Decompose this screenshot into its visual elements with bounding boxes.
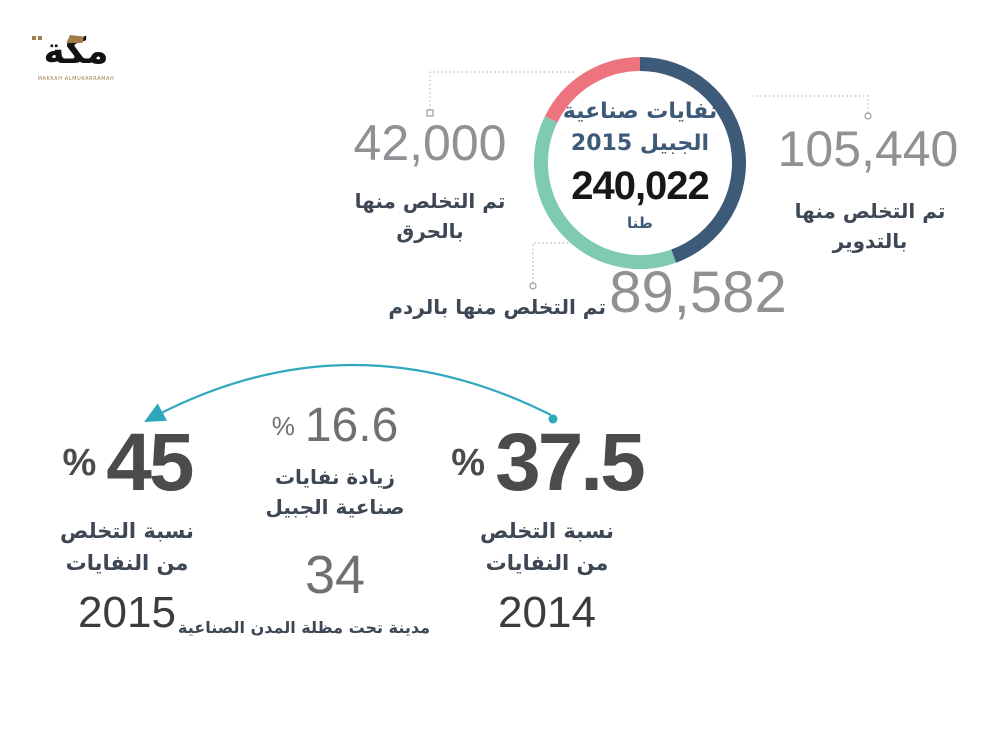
stat-2015-percent-row: % 45 <box>32 422 222 504</box>
stat-2014-label: نسبة التخلص من النفايات <box>452 516 642 579</box>
donut-title-line2: الجبيل 2015 <box>570 130 710 156</box>
stat-waste-increase: % 16.6 زيادة نفايات صناعية الجبيل 34 مدي… <box>178 402 430 640</box>
callout-recycled-label-line1: تم التخلص منها <box>794 199 946 223</box>
donut-total-value: 240,022 <box>571 163 710 208</box>
callout-burned-label-line1: تم التخلص منها <box>354 189 506 213</box>
callout-recycled-label-line2: بالتدوير <box>832 229 908 253</box>
percent-sign: % <box>62 441 97 484</box>
stat-2014-label-line1: نسبة التخلص <box>480 519 614 543</box>
stat-2014-label-line2: من النفايات <box>485 550 609 575</box>
donut-slice-landfilled <box>534 116 676 269</box>
logo-dot-icon <box>32 36 36 40</box>
kaaba-icon <box>66 35 84 43</box>
stat-2015-label: نسبة التخلص من النفايات <box>32 516 222 579</box>
connector-end-circle <box>864 112 872 120</box>
waste-donut-chart <box>534 57 746 269</box>
callout-landfilled-label: تم التخلص منها بالردم <box>388 295 606 319</box>
stat-2014-value: 37.5 <box>495 417 646 508</box>
callout-recycled-label: تم التخلص منها بالتدوير <box>772 196 968 256</box>
donut-center: نفايات صناعية الجبيل 2015 240,022 طنا <box>548 96 732 232</box>
donut-slice-burned <box>544 57 641 123</box>
stat-disposal-2014: % 37.5 نسبة التخلص من النفايات 2014 <box>451 417 646 637</box>
increase-label-line1: زيادة نفايات <box>274 465 396 489</box>
stat-2015-label-line1: نسبة التخلص <box>60 519 194 543</box>
logo-dot-icon <box>38 36 42 40</box>
logo-caption: MAKKAH ALMUKARRAMAH <box>37 76 115 82</box>
callout-burned-label-line2: بالحرق <box>396 219 464 243</box>
cities-count: 34 <box>304 545 366 605</box>
stat-2015-label-line2: من النفايات <box>65 550 189 575</box>
increase-label-line2: صناعية الجبيل <box>265 495 405 519</box>
connector-line-recycled <box>753 95 869 113</box>
makkah-logo: مكة MAKKAH ALMUKARRAMAH <box>28 34 124 90</box>
stat-2014-year: 2014 <box>498 588 596 637</box>
increase-value: 16.6 <box>304 399 399 452</box>
callout-landfilled-value: 89,582 <box>609 260 787 325</box>
percent-sign: % <box>271 410 295 441</box>
stat-2015-value: 45 <box>106 417 194 508</box>
percent-sign: % <box>451 441 486 484</box>
callout-burned-value: 42,000 <box>353 115 507 171</box>
callout-burned-label: تم التخلص منها بالحرق <box>338 186 522 246</box>
cities-count-label: مدينة تحت مظلة المدن الصناعية <box>178 618 430 637</box>
stat-2014-percent-row: % 37.5 <box>451 417 646 508</box>
increase-label: زيادة نفايات صناعية الجبيل <box>240 462 430 522</box>
donut-total-unit: طنا <box>627 213 653 232</box>
donut-slice-recycled <box>639 57 746 263</box>
stat-2015-year: 2015 <box>78 588 176 637</box>
callout-recycled-value: 105,440 <box>777 121 959 177</box>
increase-percent-row: % 16.6 <box>240 402 430 450</box>
connector-end-circle <box>529 282 537 290</box>
stat-disposal-2015: % 45 نسبة التخلص من النفايات 2015 <box>32 422 222 635</box>
donut-title-line1: نفايات صناعية <box>562 99 718 124</box>
